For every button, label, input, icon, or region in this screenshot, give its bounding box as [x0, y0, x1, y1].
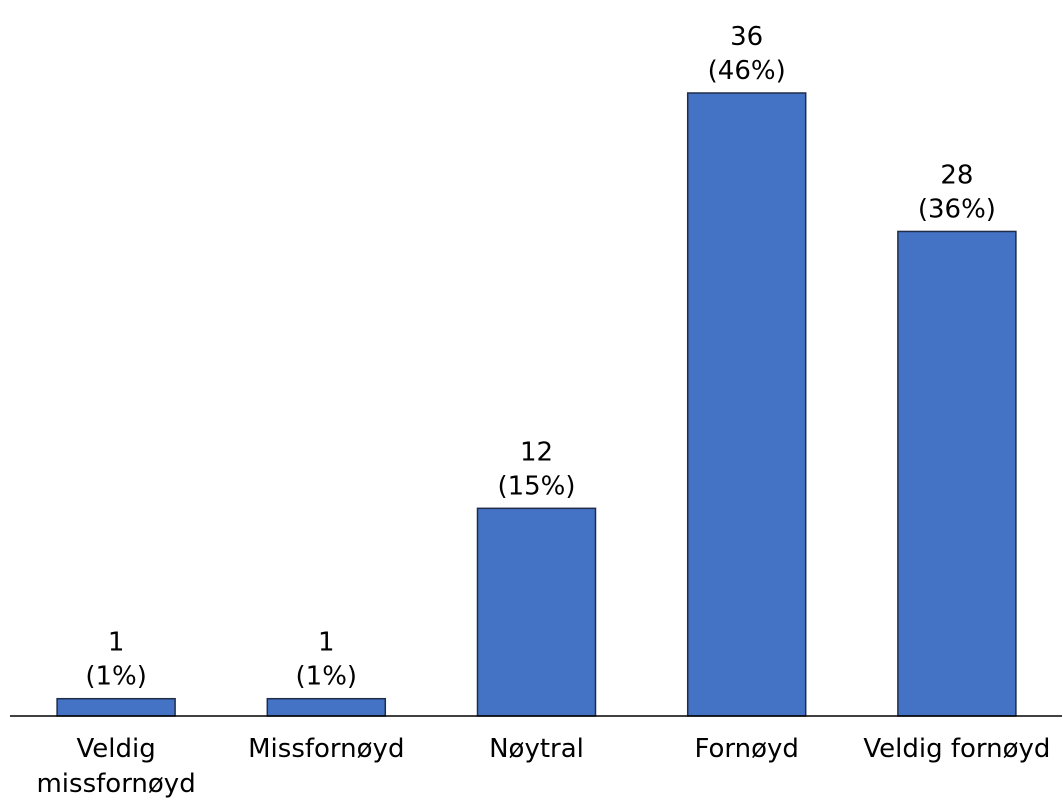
percent-label: (46%) [708, 56, 786, 86]
bar [686, 92, 807, 717]
percent-label: (1%) [296, 662, 358, 692]
value-label: 1 [108, 628, 125, 658]
value-label: 28 [940, 160, 973, 190]
value-label: 1 [318, 628, 335, 658]
bar [266, 697, 387, 717]
percent-label: (1%) [85, 662, 147, 692]
value-label: 12 [520, 437, 553, 467]
value-label: 36 [730, 22, 763, 52]
x-tick-label: Missfornøyd [248, 734, 405, 764]
bar [56, 697, 176, 717]
percent-label: (15%) [497, 471, 575, 501]
bar [897, 230, 1017, 717]
x-tick-label: Fornøyd [694, 734, 799, 764]
x-tick-label: Veldig fornøyd [863, 734, 1051, 764]
x-tick-label: Veldig missfornøyd [36, 734, 196, 799]
x-tick-label: Nøytral [489, 734, 584, 764]
bar [476, 507, 597, 717]
percent-label: (36%) [918, 194, 996, 224]
